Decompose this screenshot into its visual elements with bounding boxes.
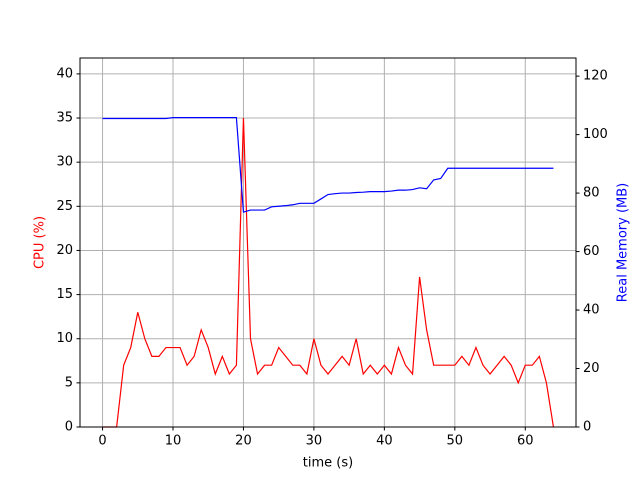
x-tick-label: 50 (447, 434, 464, 449)
y-tick-label: 30 (56, 155, 73, 170)
x-tick-label: 60 (517, 434, 534, 449)
y2-tick-label: 60 (583, 244, 600, 259)
x-tick-label: 10 (165, 434, 182, 449)
y2-tick-label: 0 (583, 420, 591, 435)
y-tick-label: 10 (56, 331, 73, 346)
y-tick-label: 0 (65, 420, 73, 435)
series-line (102, 118, 555, 428)
plot-frame (79, 57, 577, 428)
x-tick-label: 30 (306, 434, 323, 449)
y2-tick-label: 100 (583, 127, 608, 142)
y-tick-label: 15 (56, 287, 73, 302)
y2-tick-label: 20 (583, 361, 600, 376)
y-tick-label: 25 (56, 199, 73, 214)
y-axis-label: CPU (%) (33, 216, 48, 269)
x-tick-label: 20 (235, 434, 252, 449)
y2-tick-label: 40 (583, 303, 600, 318)
y-tick-label: 5 (65, 375, 73, 390)
x-tick-label: 0 (98, 434, 106, 449)
x-tick-label: 40 (376, 434, 393, 449)
series-line (102, 117, 554, 213)
y-tick-label: 20 (56, 243, 73, 258)
x-axis-label: time (s) (303, 456, 353, 471)
y2-tick-label: 120 (583, 69, 608, 84)
y-tick-label: 35 (56, 111, 73, 126)
y-tick-label: 40 (56, 66, 73, 81)
y2-tick-label: 80 (583, 186, 600, 201)
y2-axis-label: Real Memory (MB) (616, 183, 631, 302)
